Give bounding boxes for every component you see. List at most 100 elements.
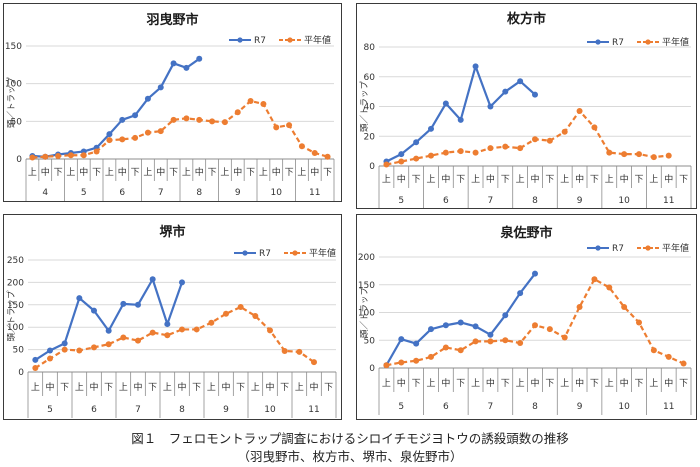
x-sub-label: 中	[156, 166, 165, 178]
data-point-r7	[183, 64, 190, 71]
x-sub-label: 上	[605, 174, 614, 185]
series-line-average	[34, 305, 315, 369]
y-tick-label: 60	[364, 73, 376, 83]
data-point-average	[157, 128, 164, 135]
x-sub-label: 中	[265, 381, 274, 393]
x-sub-label: 中	[133, 381, 142, 393]
data-point-average	[561, 128, 568, 135]
y-tick-label: 50	[364, 336, 376, 346]
data-point-average	[428, 353, 434, 360]
chart-title: 泉佐野市	[500, 225, 552, 241]
x-sub-label: 中	[233, 166, 242, 178]
x-sub-label: 中	[486, 173, 495, 185]
x-month-label: 5	[398, 196, 404, 206]
chart-panel-habikino: 羽曳野市 0 50 100 150 頭／トラップ上中下上中下上中下上中下上中下上中下上中下…	[3, 3, 342, 202]
data-point-average	[135, 337, 141, 344]
x-sub-label: 下	[104, 383, 113, 393]
x-sub-label: 中	[195, 166, 204, 178]
x-sub-label: 下	[501, 175, 510, 185]
x-sub-label: 上	[295, 382, 304, 393]
x-sub-label: 上	[259, 167, 268, 178]
data-point-r7	[119, 116, 126, 123]
data-point-average	[636, 151, 642, 158]
chart-title: 堺市	[159, 224, 185, 240]
x-sub-label: 中	[309, 381, 318, 393]
data-point-average	[164, 332, 171, 339]
x-sub-label: 上	[560, 378, 569, 389]
data-point-r7	[532, 91, 538, 98]
data-point-average	[286, 122, 293, 129]
y-axis-label: 頭／トラップ	[360, 287, 370, 339]
data-point-average	[472, 338, 479, 345]
data-point-r7	[76, 295, 83, 302]
data-point-r7	[442, 100, 449, 107]
legend-label: 平年値	[309, 247, 336, 259]
data-point-r7	[502, 88, 509, 95]
x-sub-label: 上	[382, 378, 391, 389]
data-point-average	[273, 124, 280, 131]
data-point-r7	[91, 307, 97, 314]
x-sub-label: 下	[412, 175, 421, 185]
x-sub-label: 中	[441, 377, 450, 389]
x-sub-label: 中	[441, 173, 450, 185]
x-sub-label: 下	[236, 383, 245, 393]
data-point-r7	[532, 270, 538, 277]
data-point-average	[502, 143, 509, 150]
y-tick-label: 20	[364, 132, 376, 142]
x-sub-label: 中	[45, 381, 54, 393]
data-point-average	[144, 129, 151, 136]
data-point-average	[183, 115, 190, 122]
x-sub-label: 中	[397, 377, 406, 389]
chart-panel-sakai: 堺市 0 50 100 150 200 250 頭／トラップ上中下上中下上中下上中下上中下上中…	[3, 214, 342, 420]
x-month-label: 5	[398, 402, 404, 412]
x-sub-label: 上	[516, 378, 525, 389]
data-point-average	[457, 347, 464, 354]
data-point-average	[105, 341, 112, 348]
x-sub-label: 中	[272, 166, 281, 178]
y-axis-label: 頭／トラップ	[360, 81, 370, 133]
x-sub-label: 中	[575, 377, 584, 389]
data-point-r7	[157, 84, 164, 91]
legend-label: 平年値	[304, 34, 331, 46]
x-sub-label: 上	[251, 382, 260, 393]
legend-marker	[287, 37, 293, 43]
x-sub-label: 下	[456, 175, 465, 185]
data-point-average	[650, 154, 657, 161]
data-point-average	[561, 334, 568, 341]
data-point-average	[221, 119, 228, 126]
x-month-label: 4	[42, 188, 48, 198]
x-month-label: 7	[488, 196, 494, 206]
data-point-average	[209, 118, 216, 125]
x-sub-label: 下	[148, 383, 157, 393]
x-month-label: 7	[135, 405, 141, 415]
x-month-label: 10	[618, 196, 630, 206]
x-month-label: 8	[532, 196, 538, 206]
data-point-r7	[61, 340, 68, 347]
data-point-average	[149, 329, 156, 336]
x-sub-label: 下	[169, 168, 178, 178]
data-point-average	[383, 161, 390, 168]
data-point-r7	[47, 347, 53, 354]
y-tick-label: 100	[5, 80, 22, 90]
data-point-average	[398, 158, 405, 165]
data-point-average	[665, 353, 672, 360]
x-sub-label: 中	[530, 377, 539, 389]
x-sub-label: 上	[143, 167, 152, 178]
series-line-average	[32, 99, 328, 159]
data-point-average	[428, 152, 434, 159]
data-point-r7	[442, 322, 449, 329]
data-point-r7	[472, 63, 479, 70]
chart-panel-hirakata: 枚方市 0 20 40 60 80 頭／トラップ上中下上中下上中下上中下上中下上中下上中下 5…	[356, 3, 697, 209]
x-sub-label: 中	[664, 173, 673, 185]
x-sub-label: 上	[649, 378, 658, 389]
data-point-average	[502, 337, 509, 344]
x-sub-label: 中	[177, 381, 186, 393]
x-sub-label: 下	[324, 383, 333, 393]
data-point-average	[636, 319, 642, 326]
data-point-average	[234, 109, 241, 116]
x-month-label: 5	[81, 188, 87, 198]
data-point-average	[193, 326, 200, 333]
data-point-average	[311, 149, 318, 156]
x-sub-label: 下	[545, 175, 554, 185]
x-month-label: 6	[443, 402, 449, 412]
